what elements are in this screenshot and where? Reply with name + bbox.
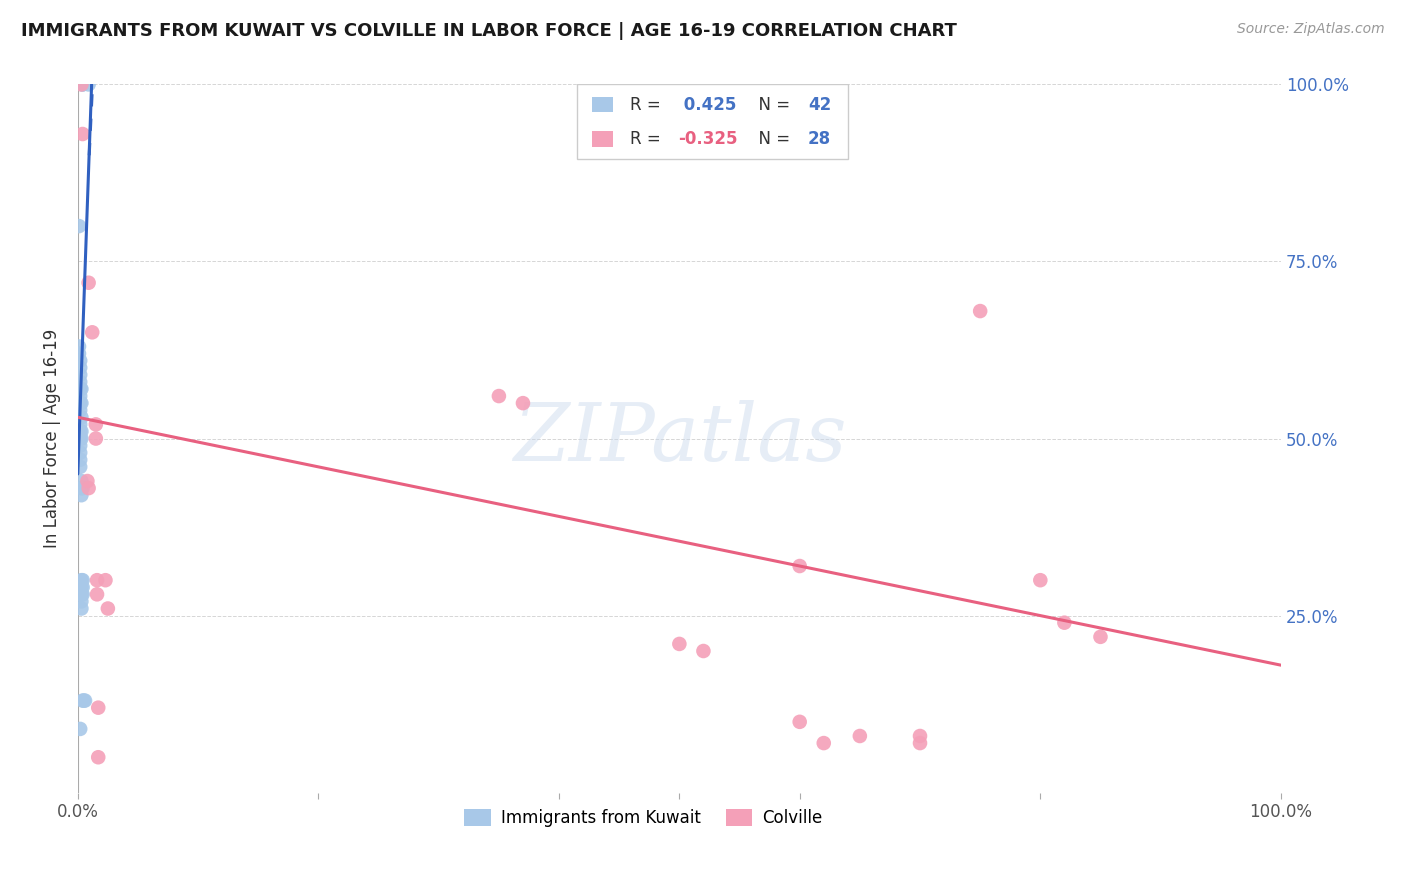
Point: [70, 594, 93, 608]
Point: [69, 360, 91, 375]
Point: [72, 587, 94, 601]
Point: [1090, 630, 1112, 644]
Point: [84, 417, 107, 432]
Point: [86, 587, 108, 601]
Point: [70, 432, 93, 446]
Point: [70, 601, 93, 615]
Point: [70, 573, 93, 587]
Point: [77, 481, 100, 495]
Point: [908, 729, 931, 743]
Point: [908, 736, 931, 750]
Point: [69, 459, 91, 474]
Point: [69, 368, 91, 382]
Text: 0.425: 0.425: [678, 95, 737, 113]
Text: 28: 28: [808, 129, 831, 148]
Point: [70, 580, 93, 594]
Point: [94, 573, 117, 587]
Point: [72, 127, 94, 141]
Point: [73, 693, 96, 707]
Text: Source: ZipAtlas.com: Source: ZipAtlas.com: [1237, 22, 1385, 37]
Point: [72, 78, 94, 92]
Point: [73, 693, 96, 707]
Point: [72, 693, 94, 707]
Point: [668, 637, 690, 651]
Text: R =: R =: [630, 95, 666, 113]
Point: [86, 573, 108, 587]
Point: [67, 219, 90, 233]
Point: [70, 382, 93, 396]
Point: [1053, 615, 1076, 630]
Y-axis label: In Labor Force | Age 16-19: In Labor Force | Age 16-19: [44, 329, 60, 549]
Text: IMMIGRANTS FROM KUWAIT VS COLVILLE IN LABOR FORCE | AGE 16-19 CORRELATION CHART: IMMIGRANTS FROM KUWAIT VS COLVILLE IN LA…: [21, 22, 957, 40]
Point: [69, 382, 91, 396]
Text: N =: N =: [748, 95, 796, 113]
Point: [849, 729, 872, 743]
Point: [69, 439, 91, 453]
Point: [69, 375, 91, 389]
Point: [70, 488, 93, 502]
Point: [76, 474, 98, 488]
Point: [692, 644, 714, 658]
Text: N =: N =: [748, 129, 796, 148]
Point: [69, 446, 91, 460]
Point: [72, 481, 94, 495]
Point: [789, 559, 811, 574]
Point: [87, 750, 110, 764]
Point: [813, 736, 835, 750]
Point: [69, 425, 91, 439]
Point: [70, 481, 93, 495]
Point: [69, 353, 91, 368]
Point: [69, 403, 91, 417]
Legend: Immigrants from Kuwait, Colville: Immigrants from Kuwait, Colville: [457, 803, 830, 834]
Point: [67, 346, 90, 360]
Point: [1029, 573, 1052, 587]
Point: [488, 389, 510, 403]
Point: [97, 601, 120, 615]
Point: [70, 396, 93, 410]
Point: [72, 78, 94, 92]
Point: [69, 389, 91, 403]
Point: [87, 700, 110, 714]
Point: [77, 78, 100, 92]
Point: [70, 587, 93, 601]
FancyBboxPatch shape: [576, 85, 848, 159]
Point: [70, 474, 93, 488]
Point: [69, 417, 91, 432]
Point: [69, 722, 91, 736]
Point: [512, 396, 534, 410]
Text: -0.325: -0.325: [678, 129, 738, 148]
Point: [69, 432, 91, 446]
Point: [77, 276, 100, 290]
Point: [969, 304, 991, 318]
Text: R =: R =: [630, 129, 666, 148]
Point: [72, 580, 94, 594]
Point: [70, 78, 93, 92]
Point: [69, 396, 91, 410]
Point: [70, 410, 93, 425]
Point: [72, 573, 94, 587]
FancyBboxPatch shape: [592, 96, 613, 112]
Point: [84, 432, 107, 446]
FancyBboxPatch shape: [592, 131, 613, 146]
Point: [69, 452, 91, 467]
Point: [82, 326, 104, 340]
Text: ZIPatlas: ZIPatlas: [513, 400, 846, 477]
Point: [789, 714, 811, 729]
Point: [67, 339, 90, 353]
Point: [70, 425, 93, 439]
Text: 42: 42: [808, 95, 831, 113]
